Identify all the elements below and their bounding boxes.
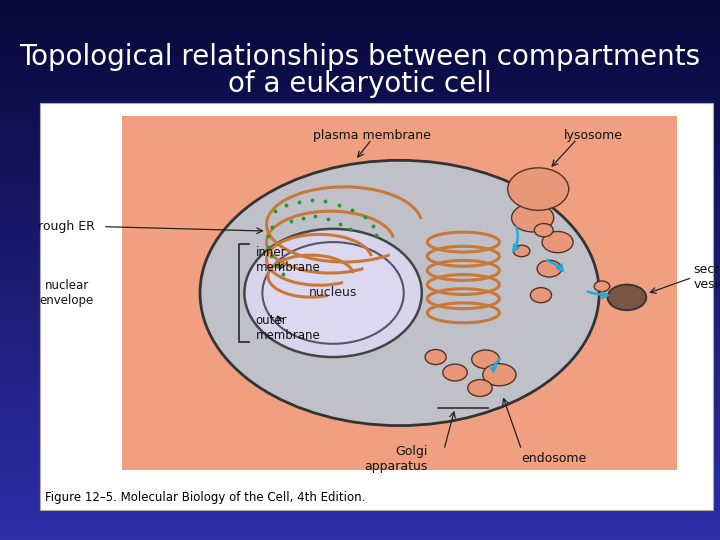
Text: plasma membrane: plasma membrane <box>313 130 431 143</box>
FancyBboxPatch shape <box>117 112 683 474</box>
Text: Golgi
apparatus: Golgi apparatus <box>364 445 428 472</box>
Ellipse shape <box>482 364 516 386</box>
Ellipse shape <box>534 224 553 237</box>
Text: rough ER: rough ER <box>38 220 95 233</box>
Ellipse shape <box>512 204 554 232</box>
Ellipse shape <box>425 349 446 364</box>
Text: nuclear
envelope: nuclear envelope <box>40 279 94 307</box>
Text: secretory
vesicle: secretory vesicle <box>693 264 720 292</box>
Ellipse shape <box>508 168 569 210</box>
Ellipse shape <box>594 281 610 292</box>
FancyBboxPatch shape <box>40 103 713 510</box>
Ellipse shape <box>537 260 562 277</box>
Ellipse shape <box>200 160 599 426</box>
Text: lysosome: lysosome <box>564 130 623 143</box>
Ellipse shape <box>443 364 467 381</box>
Ellipse shape <box>513 245 530 256</box>
Ellipse shape <box>244 229 422 357</box>
Ellipse shape <box>472 350 500 369</box>
Ellipse shape <box>531 288 552 303</box>
Text: nucleus: nucleus <box>309 286 357 300</box>
Ellipse shape <box>608 285 647 310</box>
Text: Topological relationships between compartments: Topological relationships between compar… <box>19 43 701 71</box>
Text: endosome: endosome <box>521 452 587 465</box>
Ellipse shape <box>468 380 492 396</box>
Ellipse shape <box>262 242 404 344</box>
Text: of a eukaryotic cell: of a eukaryotic cell <box>228 70 492 98</box>
Text: Figure 12–5. Molecular Biology of the Cell, 4th Edition.: Figure 12–5. Molecular Biology of the Ce… <box>45 491 366 504</box>
Text: outer
membrane: outer membrane <box>256 314 320 342</box>
Ellipse shape <box>542 232 573 253</box>
Text: inner
membrane: inner membrane <box>256 246 320 274</box>
